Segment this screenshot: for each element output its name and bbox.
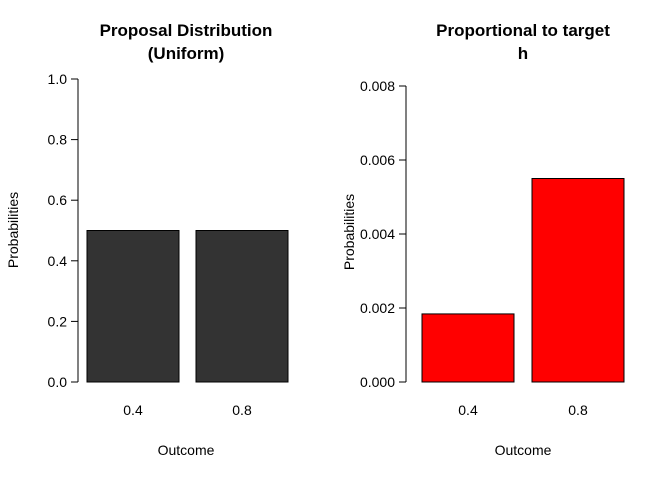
panel2-title-line1: Proportional to target — [436, 21, 610, 40]
panel1-x-tick-label: 0.4 — [123, 402, 143, 418]
panel2-title-line2: h — [518, 44, 528, 63]
panel1-y-tick-label: 0.8 — [48, 132, 68, 148]
panel1-y-tick-label: 0.0 — [48, 374, 68, 390]
panel2-y-ticks: 0.000 0.002 0.004 0.006 0.008 — [360, 78, 406, 390]
panel1-y-ticks: 0.0 0.2 0.4 0.6 0.8 1.0 — [48, 71, 78, 390]
panel-target: Proportional to target h 0.000 0.002 0.004… — [341, 21, 625, 458]
panel2-bars — [421, 178, 625, 383]
panel1-bar — [195, 230, 289, 383]
panel2-x-label: Outcome — [495, 442, 552, 458]
panel1-x-ticks: 0.4 0.8 — [123, 402, 252, 418]
panel2-y-tick-label: 0.002 — [360, 300, 395, 316]
panel1-x-tick-label: 0.8 — [232, 402, 252, 418]
panel2-y-tick-label: 0.004 — [360, 226, 395, 242]
panel2-x-tick-label: 0.8 — [568, 402, 588, 418]
panel1-y-tick-label: 1.0 — [48, 71, 68, 87]
panel2-y-tick-label: 0.008 — [360, 78, 395, 94]
panel1-bar — [86, 230, 180, 383]
panel1-y-label: Probabilities — [5, 192, 21, 268]
panel1-y-tick-label: 0.2 — [48, 313, 68, 329]
panel1-y-tick-label: 0.6 — [48, 192, 68, 208]
panel2-y-tick-label: 0.006 — [360, 152, 395, 168]
panel1-x-label: Outcome — [158, 442, 215, 458]
panel2-bar — [421, 313, 515, 383]
panel2-y-tick-label: 0.000 — [360, 374, 395, 390]
panel-proposal: Proposal Distribution (Uniform) 0.00.20.… — [5, 21, 289, 458]
panel1-y-tick-label: 0.4 — [48, 253, 68, 269]
panel2-x-ticks: 0.4 0.8 — [458, 402, 588, 418]
panel2-y-label: Probabilities — [341, 194, 357, 270]
panel2-bar — [531, 178, 625, 383]
panel2-x-tick-label: 0.4 — [458, 402, 478, 418]
panel1-bars — [86, 230, 289, 383]
panel1-title-line1: Proposal Distribution — [100, 21, 273, 40]
panel1-title-line2: (Uniform) — [148, 44, 224, 63]
